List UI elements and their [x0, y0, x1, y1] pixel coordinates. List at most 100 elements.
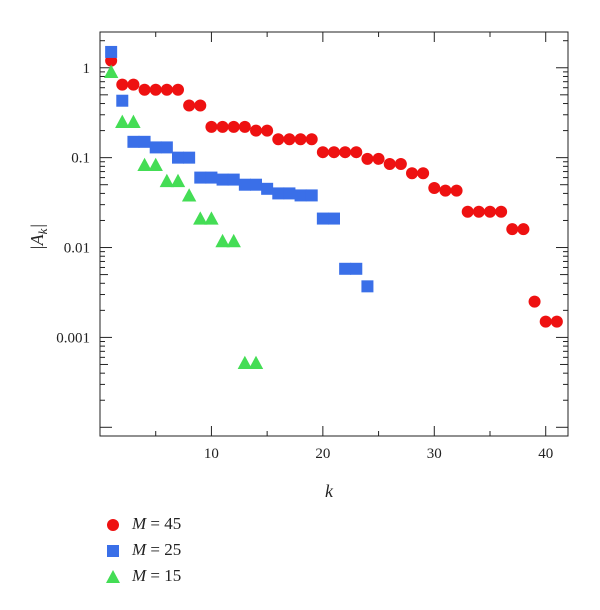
data-point-square	[283, 187, 296, 200]
data-point-triangle	[115, 114, 130, 129]
data-point-circle	[328, 146, 340, 159]
data-point-circle	[294, 133, 307, 146]
data-point-square	[194, 171, 207, 184]
series-triangle	[103, 64, 264, 370]
data-point-square	[172, 151, 184, 164]
data-point-circle	[517, 223, 530, 236]
y-tick-label: 0.001	[56, 330, 90, 346]
data-point-square	[328, 212, 340, 225]
data-point-circle	[172, 83, 184, 96]
x-tick-label: 30	[427, 446, 442, 462]
data-point-triangle	[237, 355, 253, 370]
data-point-square	[127, 135, 140, 148]
x-tick-label: 10	[204, 446, 219, 462]
data-point-triangle	[181, 188, 197, 202]
data-point-square	[305, 189, 318, 202]
y-tick-label: 1	[83, 61, 91, 77]
data-point-triangle	[137, 157, 152, 172]
data-point-circle	[138, 83, 151, 96]
data-point-circle	[539, 315, 552, 328]
data-point-square	[205, 171, 218, 184]
data-point-circle	[261, 124, 274, 137]
y-tick-label: 0.1	[71, 151, 90, 167]
data-point-circle	[339, 146, 352, 159]
data-point-circle	[528, 295, 541, 308]
data-point-circle	[116, 78, 129, 91]
y-tick-label: 0.01	[64, 241, 90, 257]
data-point-circle	[227, 120, 240, 133]
data-point-square	[105, 45, 118, 58]
data-point-circle	[127, 78, 140, 91]
data-point-circle	[450, 184, 463, 197]
legend-label: M = 15	[132, 566, 182, 585]
data-point-square	[216, 173, 229, 186]
data-point-square	[116, 94, 129, 107]
data-point-circle	[305, 133, 318, 146]
data-point-triangle	[215, 233, 230, 248]
data-point-circle	[417, 167, 430, 180]
x-axis-label: k	[325, 481, 334, 501]
data-point-square	[261, 182, 274, 195]
data-point-circle	[238, 120, 251, 133]
data-point-circle	[149, 83, 162, 96]
data-point-circle	[495, 205, 508, 218]
data-point-circle	[250, 124, 262, 137]
data-point-square	[149, 141, 162, 154]
data-point-circle	[216, 120, 229, 133]
data-point-triangle	[204, 211, 219, 225]
data-point-circle	[383, 157, 396, 170]
data-point-square	[339, 262, 352, 275]
series-square	[105, 45, 374, 293]
data-point-circle	[472, 205, 485, 218]
data-point-square	[183, 151, 196, 164]
axes: 10 20 30 40 0.001 0.01 0.1 1	[56, 31, 569, 462]
data-point-square	[160, 141, 173, 154]
data-point-circle	[394, 157, 407, 170]
data-point-circle	[439, 184, 452, 197]
data-point-circle	[350, 146, 363, 159]
data-point-circle	[316, 146, 329, 159]
data-point-circle	[484, 205, 496, 218]
data-point-circle	[272, 133, 285, 146]
data-point-circle	[372, 152, 385, 165]
data-point-circle	[506, 223, 519, 236]
data-point-square	[250, 178, 262, 191]
data-point-triangle	[103, 64, 119, 78]
data-point-circle	[183, 99, 196, 112]
plot-frame	[99, 31, 569, 437]
data-point-triangle	[126, 114, 141, 129]
data-point-circle	[406, 167, 418, 180]
data-point-triangle	[159, 173, 175, 188]
x-tick-label: 40	[538, 446, 553, 462]
data-point-square	[294, 189, 307, 202]
data-point-circle	[461, 205, 474, 218]
data-point-triangle	[248, 355, 264, 370]
legend-marker-square	[107, 545, 119, 557]
series-circle	[105, 54, 563, 328]
data-point-triangle	[148, 157, 163, 172]
data-point-circle	[283, 133, 296, 146]
legend-label: M = 25	[132, 540, 182, 559]
data-point-circle	[205, 120, 218, 133]
y-axis-label: |Ak|	[27, 224, 50, 251]
data-point-circle	[550, 315, 563, 328]
data-point-circle	[361, 152, 374, 165]
legend-marker-triangle	[106, 570, 120, 583]
data-point-circle	[160, 83, 173, 96]
data-point-square	[227, 173, 240, 186]
x-tick-label: 20	[315, 446, 330, 462]
data-point-circle	[428, 181, 441, 194]
data-point-triangle	[226, 233, 241, 248]
data-point-square	[316, 212, 329, 225]
legend-label: M = 45	[132, 514, 182, 533]
data-point-circle	[194, 99, 207, 112]
data-point-square	[138, 135, 151, 148]
data-point-square	[272, 187, 285, 200]
data-marks	[103, 45, 563, 370]
data-point-triangle	[170, 173, 186, 188]
data-point-triangle	[193, 211, 208, 225]
data-point-square	[361, 280, 374, 293]
legend-marker-circle	[107, 519, 119, 531]
data-point-square	[238, 178, 251, 191]
